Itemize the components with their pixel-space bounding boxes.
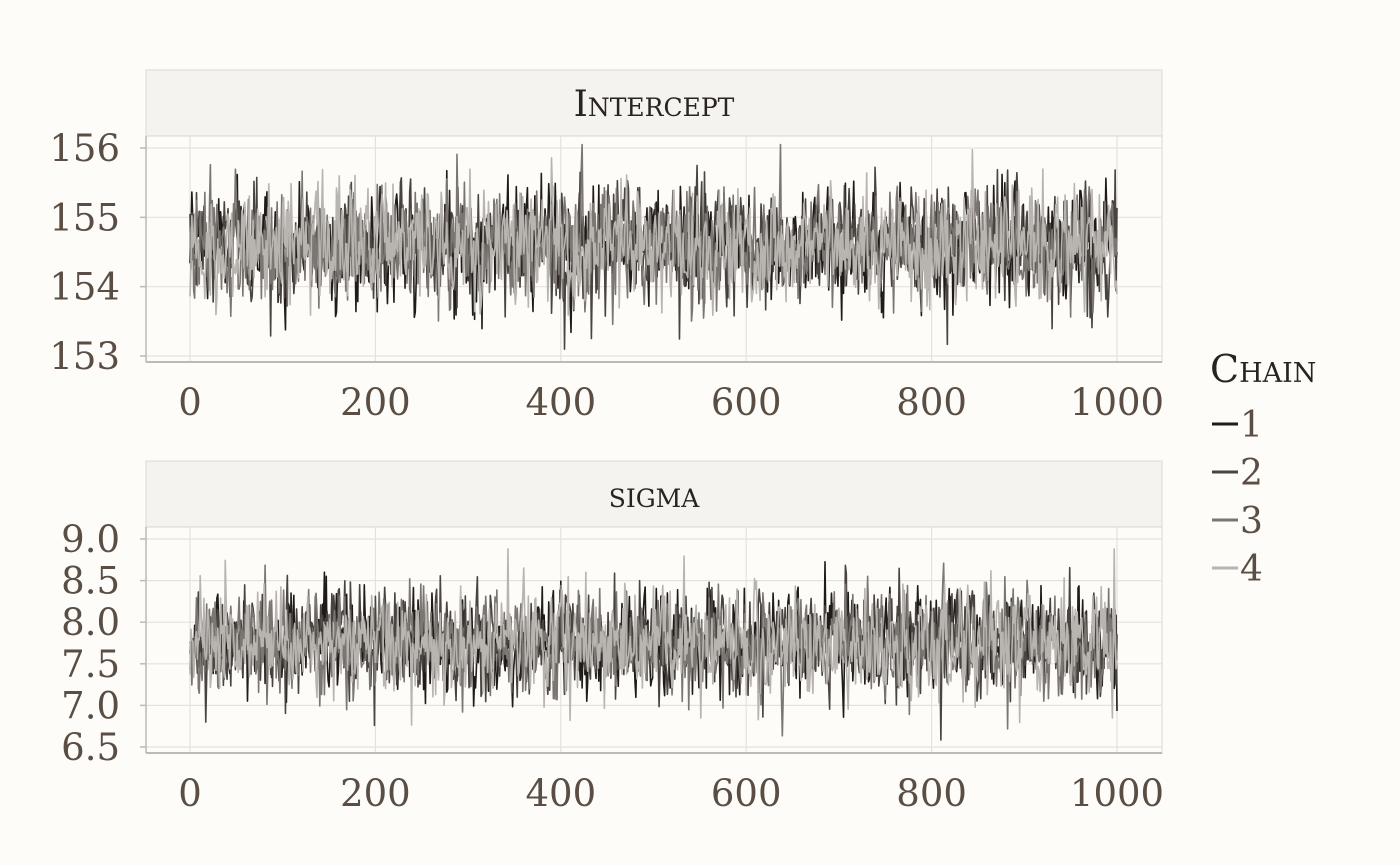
y-tick-label: 153	[49, 335, 120, 378]
legend-label-3: 3	[1240, 501, 1263, 542]
x-tick-label: 1000	[1070, 772, 1164, 815]
x-tick-label: 600	[711, 772, 782, 815]
x-tick-label: 0	[178, 772, 202, 815]
x-tick-label: 200	[340, 772, 411, 815]
y-tick-label: 6.5	[61, 726, 120, 769]
legend: Chain 1 2 3 4	[1210, 347, 1316, 590]
legend-label-4: 4	[1240, 549, 1263, 590]
strip-label: sigma	[609, 475, 701, 516]
strip	[145, 460, 1163, 528]
y-tick-label: 7.5	[61, 643, 120, 686]
x-tick-label: 0	[178, 381, 202, 424]
strip	[145, 69, 1163, 137]
x-tick-label: 800	[896, 381, 967, 424]
y-tick-label: 155	[49, 196, 120, 239]
legend-title: Chain	[1210, 347, 1316, 391]
x-tick-label: 600	[711, 381, 782, 424]
chain-4-trace	[189, 148, 1118, 316]
chain-4-trace	[189, 548, 1118, 726]
y-tick-label: 7.0	[61, 684, 120, 727]
x-tick-label: 400	[525, 381, 596, 424]
x-tick-label: 400	[525, 772, 596, 815]
y-tick-label: 154	[49, 266, 120, 309]
y-tick-label: 9.0	[61, 518, 120, 561]
x-tick-label: 200	[340, 381, 411, 424]
strip-label: Intercept	[574, 84, 735, 125]
y-tick-label: 8.0	[61, 601, 120, 644]
y-tick-label: 8.5	[61, 560, 120, 603]
y-tick-label: 156	[49, 127, 120, 170]
legend-label-2: 2	[1240, 453, 1263, 494]
legend-label-1: 1	[1240, 405, 1263, 446]
x-tick-label: 800	[896, 772, 967, 815]
panel-sigma: sigma 6.57.07.58.08.59.0 0 200 400 600 800 1000	[61, 460, 1164, 815]
panel-intercept: Intercept 153 154 155 156 0 200 400 600 800 1000	[49, 69, 1164, 424]
x-tick-label: 1000	[1070, 381, 1164, 424]
